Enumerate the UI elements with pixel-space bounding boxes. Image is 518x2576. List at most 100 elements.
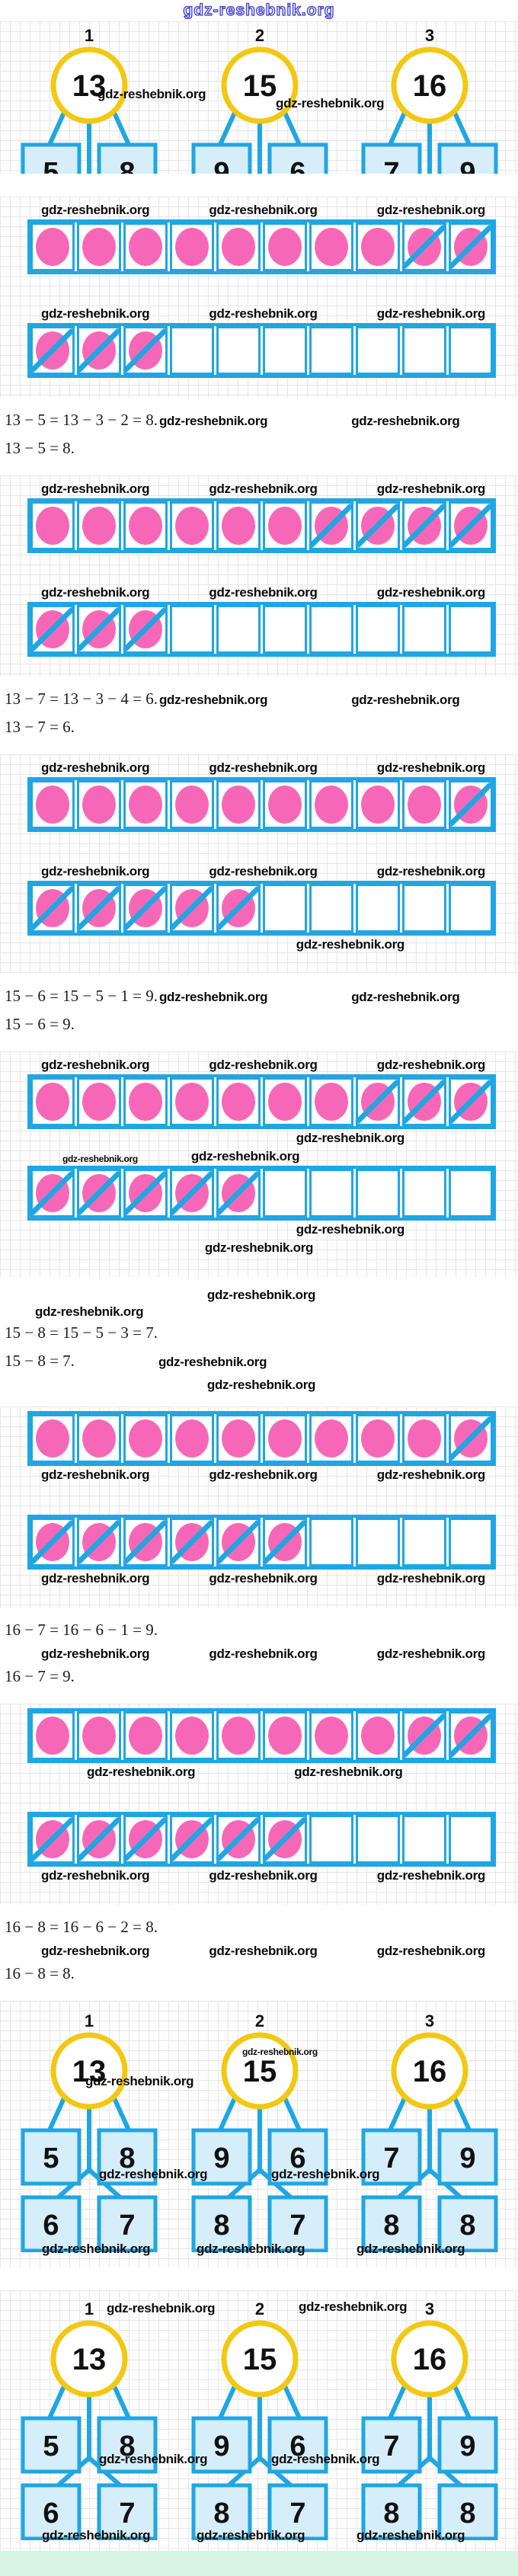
part-number: 9: [213, 2142, 229, 2174]
crossed-counter-cell: [75, 605, 122, 654]
part-box: [267, 142, 328, 174]
part-number: 6: [289, 2142, 305, 2174]
empty-cell: [402, 884, 446, 933]
pink-counter-dot: [82, 1083, 116, 1121]
whole-number: 15: [242, 69, 277, 103]
counter-cell: [356, 780, 400, 829]
watermark: gdz-reshebnik.org: [376, 1571, 486, 1586]
watermark: gdz-reshebnik.org: [376, 585, 486, 600]
counter-cell: [77, 1077, 121, 1126]
watermark: gdz-reshebnik.org: [351, 414, 460, 428]
counter-cell: [216, 1414, 261, 1463]
crossed-counter-cell: [122, 605, 168, 654]
watermark: gdz-reshebnik.org: [209, 482, 318, 496]
part-box: [361, 2128, 422, 2186]
counter-cell: [263, 222, 307, 271]
watermark-row: gdz-reshebnik.org gdz-reshebnik.org gdz-…: [27, 305, 496, 323]
pink-counter-dot: [36, 228, 69, 266]
crossed-counter-cell: [354, 1077, 401, 1126]
counter-cell: [216, 780, 261, 829]
watermark: gdz-reshebnik.org: [158, 1355, 267, 1369]
crossed-counter-cell: [122, 1169, 168, 1218]
crossed-counter-cell: [401, 222, 447, 271]
part-box: [21, 142, 82, 174]
solution-text-16-8: 16 − 8 = 16 − 6 − 2 = 8. gdz-reshebnik.o…: [0, 1905, 518, 2001]
watermark: gdz-reshebnik.org: [351, 693, 460, 707]
tree-diagram-cropped: gdz-reshebnik.org gdz-reshebnik.org 1 13 5…: [0, 21, 518, 174]
empty-cell: [356, 326, 400, 375]
empty-cell: [402, 326, 446, 375]
watermark: gdz-reshebnik.org: [209, 760, 318, 775]
pink-counter-dot: [82, 1717, 116, 1755]
number-tree-16: 3 16 7 9 8 8: [361, 2299, 498, 2540]
pink-counter-dot: [268, 1083, 302, 1121]
counter-cell: [123, 780, 168, 829]
ten-frame-top: [27, 1074, 496, 1129]
watermark: gdz-reshebnik.org: [376, 203, 486, 217]
pink-counter-dot: [222, 228, 255, 266]
part-box: [21, 2128, 82, 2186]
pink-counter-dot: [129, 1419, 162, 1458]
solution-text-15-8: gdz-reshebnik.org gdz-reshebnik.org 15 −…: [0, 1277, 518, 1406]
empty-cell: [170, 605, 214, 654]
pink-counter-dot: [175, 1083, 209, 1121]
equation-full: 16 − 7 = 16 − 6 − 1 = 9.: [5, 1621, 158, 1639]
counter-cell: [309, 1077, 353, 1126]
watermark: gdz-reshebnik.org: [41, 306, 150, 321]
ten-frame-set-15-6: gdz-reshebnik.org gdz-reshebnik.org gdz-…: [0, 754, 518, 974]
equation-short: 15 − 8 = 7.: [5, 1352, 75, 1370]
whole-number-circle: [391, 2320, 468, 2398]
crossed-counter-cell: [215, 1518, 261, 1566]
counter-cell: [216, 222, 261, 271]
watermark: gdz-reshebnik.org: [206, 1378, 316, 1392]
pink-counter-dot: [129, 1717, 162, 1755]
empty-cell: [309, 326, 353, 375]
part-box: [191, 2195, 251, 2252]
connector-line: [46, 2096, 66, 2134]
ten-frame-top: [27, 1708, 496, 1763]
crossed-counter-cell: [261, 1815, 308, 1864]
watermark: gdz-reshebnik.org: [41, 864, 150, 878]
connector-line: [387, 110, 407, 149]
number-tree-15: 2 15 9 6 8 7: [191, 2011, 328, 2252]
whole-number: 16: [413, 2055, 447, 2088]
counter-cell: [77, 222, 121, 271]
connector-line: [216, 2096, 237, 2134]
part-number: 8: [383, 2498, 399, 2530]
number-tree-16: 3 16 7 9 8 8: [361, 2011, 498, 2252]
watermark-row: gdz-reshebnik.org gdz-reshebnik.org gdz-…: [27, 584, 496, 602]
part-number: 6: [289, 157, 305, 174]
watermark: gdz-reshebnik.org: [41, 760, 150, 775]
crossed-counter-cell: [75, 1169, 122, 1218]
part-box: [437, 142, 498, 174]
watermark: gdz-reshebnik.org: [158, 693, 268, 707]
watermark-row: gdz-reshebnik.org gdz-reshebnik.org gdz-…: [27, 1466, 496, 1484]
empty-cell: [309, 605, 353, 654]
watermark: gdz-reshebnik.org: [41, 1571, 150, 1586]
counter-cell: [123, 1711, 168, 1760]
pink-counter-dot: [408, 1419, 441, 1458]
equation-short: 16 − 7 = 9.: [5, 1667, 75, 1685]
ten-frame-set-13-7: gdz-reshebnik.org gdz-reshebnik.org gdz-…: [0, 475, 518, 677]
part-number: 5: [43, 157, 59, 174]
counter-cell: [356, 1414, 400, 1463]
pink-counter-dot: [268, 786, 302, 824]
counter-cell: [30, 1077, 75, 1126]
ten-frame-set-13-5: gdz-reshebnik.org gdz-reshebnik.org gdz-…: [0, 197, 518, 398]
watermark-row: gdz-reshebnik.org gdz-reshebnik.org gdz-…: [27, 1867, 496, 1885]
watermark: gdz-reshebnik.org: [376, 1868, 486, 1883]
part-number: 9: [213, 157, 229, 174]
connector-line: [216, 110, 237, 149]
pink-counter-dot: [129, 507, 162, 545]
tree-index-label: 3: [425, 26, 434, 45]
part-number: 5: [43, 2430, 59, 2462]
part-box: [97, 2128, 158, 2186]
crossed-counter-cell: [29, 1169, 75, 1218]
counter-cell: [77, 1414, 121, 1463]
whole-number: 13: [72, 69, 107, 103]
solution-text-13-5: 13 − 5 = 13 − 3 − 2 = 8. gdz-reshebnik.or…: [0, 398, 518, 475]
pink-counter-dot: [82, 786, 116, 824]
solution-text-16-7: 16 − 7 = 16 − 6 − 1 = 9. gdz-reshebnik.o…: [0, 1608, 518, 1704]
empty-cell: [449, 884, 493, 933]
pink-counter-dot: [361, 786, 395, 824]
